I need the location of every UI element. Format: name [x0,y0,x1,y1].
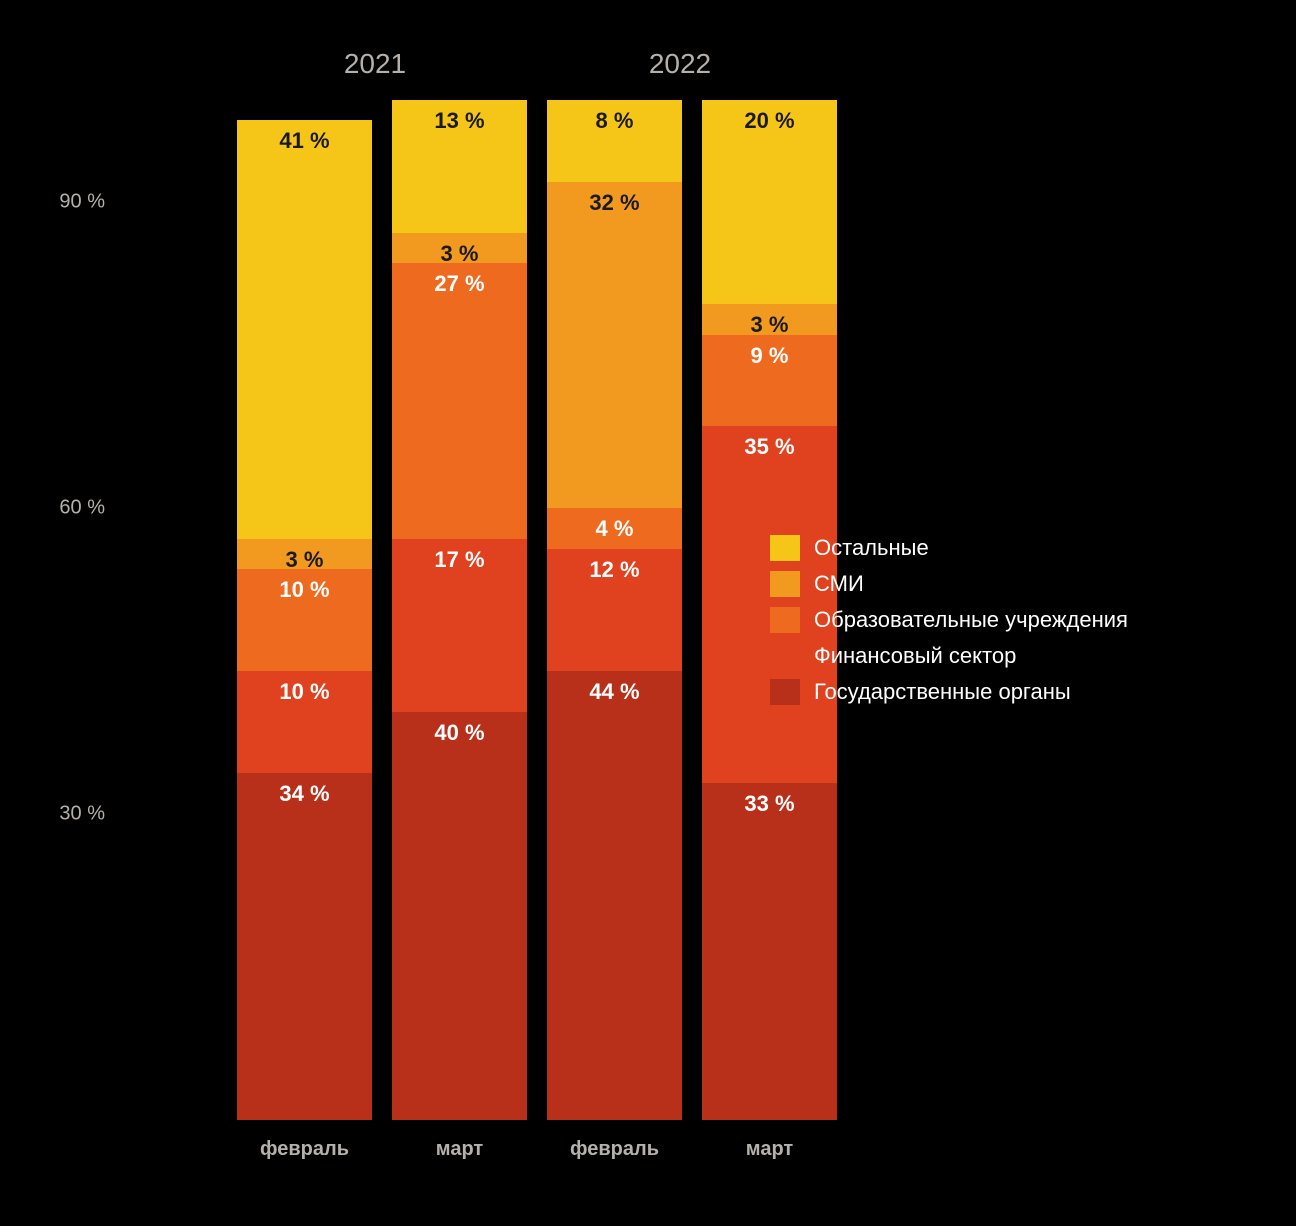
group-title: 2022 [640,48,720,80]
bar-segment-edu: 4 % [547,508,682,549]
segment-label: 35 % [744,434,794,460]
legend-label: СМИ [814,571,864,597]
bar-segment-gov: 44 % [547,671,682,1120]
bar-segment-edu: 9 % [702,335,837,427]
legend-label: Государственные органы [814,679,1071,705]
segment-label: 32 % [589,190,639,216]
bar-segment-fin: 10 % [237,671,372,773]
bar-segment-media: 3 % [237,539,372,570]
bar-segment-fin: 17 % [392,539,527,712]
segment-label: 41 % [279,128,329,154]
bar-segment-media: 32 % [547,182,682,508]
bar: 13 % 3 % 27 % 17 % 40 % [392,100,527,1120]
group-title: 2021 [335,48,415,80]
legend-swatch [770,679,800,705]
bar-segment-other: 8 % [547,100,682,182]
bar-segment-gov: 34 % [237,773,372,1120]
legend-item-gov: Государственные органы [770,679,1128,705]
bar: 8 % 32 % 4 % 12 % 44 % [547,100,682,1120]
bar-segment-gov: 33 % [702,783,837,1120]
legend: Остальные СМИ Образовательные учреждения Фи… [770,535,1128,705]
legend-swatch [770,643,800,669]
x-axis-label: февраль [237,1138,372,1161]
legend-item-fin: Финансовый сектор [770,643,1128,669]
legend-swatch [770,607,800,633]
y-axis-tick: 60 % [45,497,105,520]
segment-label: 9 % [751,343,789,369]
segment-label: 10 % [279,679,329,705]
segment-label: 4 % [596,516,634,542]
segment-label: 33 % [744,791,794,817]
plot-area: 41 % 3 % 10 % 10 % 34 % 13 % 3 % 27 % 17 % 40 % 8 … [120,100,720,1120]
segment-label: 27 % [434,271,484,297]
y-axis-tick: 90 % [45,191,105,214]
segment-label: 10 % [279,577,329,603]
legend-item-other: Остальные [770,535,1128,561]
bar-segment-fin: 12 % [547,549,682,671]
legend-item-edu: Образовательные учреждения [770,607,1128,633]
segment-label: 44 % [589,679,639,705]
x-axis-label: март [702,1138,837,1161]
segment-label: 13 % [434,108,484,134]
bar-segment-other: 41 % [237,120,372,538]
bar-segment-gov: 40 % [392,712,527,1120]
legend-label: Образовательные учреждения [814,607,1128,633]
bar-segment-media: 3 % [392,233,527,264]
legend-item-media: СМИ [770,571,1128,597]
segment-label: 17 % [434,547,484,573]
legend-swatch [770,571,800,597]
stacked-bar-chart: 41 % 3 % 10 % 10 % 34 % 13 % 3 % 27 % 17 % 40 % 8 … [0,0,1296,1226]
bar: 41 % 3 % 10 % 10 % 34 % [237,120,372,1120]
legend-label: Финансовый сектор [814,643,1016,669]
bar-segment-media: 3 % [702,304,837,335]
segment-label: 34 % [279,781,329,807]
segment-label: 40 % [434,720,484,746]
x-axis-label: февраль [547,1138,682,1161]
bar-segment-other: 20 % [702,100,837,304]
segment-label: 20 % [744,108,794,134]
x-axis-label: март [392,1138,527,1161]
segment-label: 8 % [596,108,634,134]
bar-segment-other: 13 % [392,100,527,233]
bar-segment-edu: 27 % [392,263,527,538]
legend-label: Остальные [814,535,929,561]
legend-swatch [770,535,800,561]
y-axis-tick: 30 % [45,803,105,826]
segment-label: 12 % [589,557,639,583]
bar-segment-edu: 10 % [237,569,372,671]
